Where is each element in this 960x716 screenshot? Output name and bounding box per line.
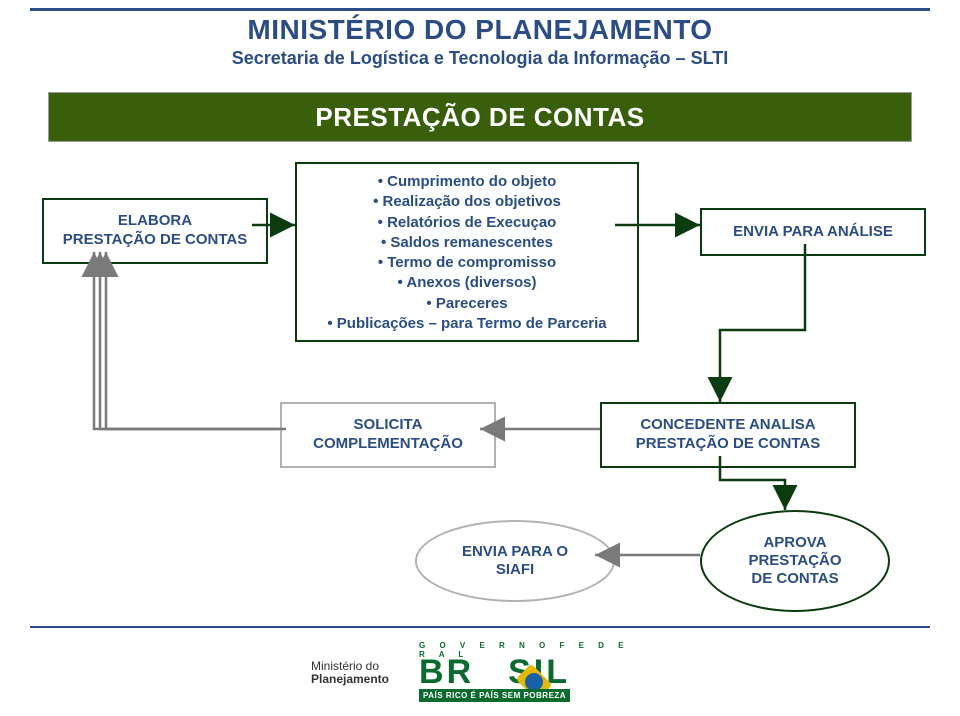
footer-tagline: PAÍS RICO É PAÍS SEM POBREZA <box>419 689 570 702</box>
header-rule <box>30 8 930 11</box>
center-bullet: • Cumprimento do objeto <box>307 172 627 192</box>
banner: PRESTAÇÃO DE CONTAS <box>48 92 912 142</box>
footer-ministry: Ministério do Planejamento <box>311 660 389 686</box>
edge <box>720 244 805 402</box>
footer-ministry-line1: Ministério do <box>311 659 379 673</box>
page-title: MINISTÉRIO DO PLANEJAMENTO <box>0 14 960 46</box>
center-bullet: • Saldos remanescentes <box>307 233 627 253</box>
center-bullet: • Publicações – para Termo de Parceria <box>307 314 627 334</box>
node-solicita: SOLICITACOMPLEMENTAÇÃO <box>280 402 496 468</box>
node-center: • Cumprimento do objeto• Realização dos … <box>295 162 639 342</box>
footer-wordmark: BRSIL <box>419 653 570 692</box>
center-bullet: • Realização dos objetivos <box>307 192 627 212</box>
footer-brasil-logo: G O V E R N O F E D E R A L BRSIL PAÍS R… <box>419 641 649 705</box>
center-bullet: • Anexos (diversos) <box>307 273 627 293</box>
edge <box>100 252 280 429</box>
edge <box>106 252 286 429</box>
edge <box>94 252 274 429</box>
node-elabora: ELABORAPRESTAÇÃO DE CONTAS <box>42 198 268 264</box>
node-siafi: ENVIA PARA OSIAFI <box>415 520 615 602</box>
node-aprova: APROVAPRESTAÇÃODE CONTAS <box>700 510 890 612</box>
page: { "type": "flowchart", "colors": { "head… <box>0 0 960 716</box>
center-bullet: • Relatórios de Execuçao <box>307 213 627 233</box>
footer: Ministério do Planejamento G O V E R N O… <box>0 636 960 710</box>
center-bullet: • Pareceres <box>307 294 627 314</box>
footer-ministry-line2: Planejamento <box>311 672 389 686</box>
footer-rule <box>30 626 930 628</box>
page-subtitle: Secretaria de Logística e Tecnologia da … <box>0 48 960 69</box>
node-concedente: CONCEDENTE ANALISAPRESTAÇÃO DE CONTAS <box>600 402 856 468</box>
banner-text: PRESTAÇÃO DE CONTAS <box>315 102 644 133</box>
center-bullet: • Termo de compromisso <box>307 253 627 273</box>
node-envia: ENVIA PARA ANÁLISE <box>700 208 926 256</box>
